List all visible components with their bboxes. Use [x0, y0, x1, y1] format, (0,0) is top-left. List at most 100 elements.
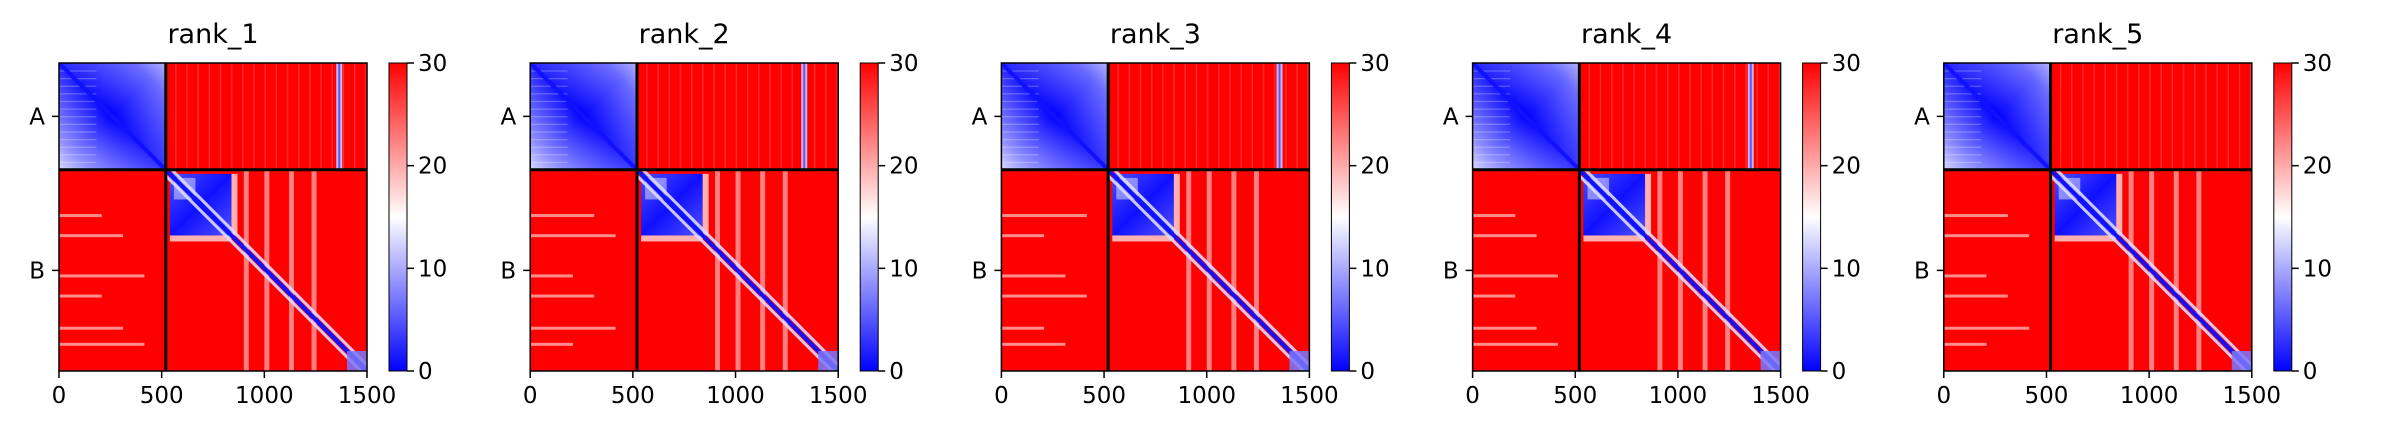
heatmap-streak — [1472, 274, 1559, 278]
heatmap-streak — [530, 214, 595, 218]
panel-title: rank_5 — [2052, 19, 2143, 50]
x-tick-label: 500 — [1082, 383, 1126, 409]
heatmap-domain-edge — [641, 235, 703, 242]
x-tick-label: 0 — [52, 383, 67, 409]
heatmap-streak — [1001, 214, 1087, 218]
heatmap-domain-edge — [231, 173, 238, 236]
panel-title: rank_1 — [167, 19, 258, 50]
heatmap-band-col-core — [338, 63, 341, 170]
x-tick-label: 0 — [1936, 383, 1951, 409]
colorbar-tick-label: 10 — [889, 256, 918, 282]
heatmap-diagonal-halo — [641, 168, 839, 367]
heatmap-diagonal-halo — [1107, 174, 1305, 371]
panel-rank_5: rank_5 0 500 1000 1500 A B 0 10 20 30 — [1914, 19, 2332, 409]
heatmap-diagonal-halo — [1578, 174, 1776, 371]
heatmap-diagonal-halo — [2055, 168, 2252, 367]
heatmap — [1472, 63, 1781, 371]
x-tick-label: 1000 — [235, 383, 294, 409]
x-tick-label: 500 — [2025, 383, 2069, 409]
heatmap-streak — [59, 234, 124, 238]
heatmap-domain-edge — [2054, 235, 2117, 242]
heatmap-streak — [1943, 342, 1987, 346]
heatmap-diagonal-halo — [2049, 174, 2247, 371]
colorbar-tick-label: 30 — [1360, 51, 1389, 77]
heatmap-streak — [1943, 234, 2030, 238]
colorbar-tick-label: 30 — [418, 51, 447, 77]
heatmap-streak — [530, 294, 595, 298]
panel-rank_1: rank_1 0 500 1000 1500 A B 0 10 20 30 — [29, 19, 447, 409]
heatmap — [1001, 63, 1310, 371]
plot-frame — [1000, 62, 1311, 372]
heatmap-domain-edge — [1583, 235, 1646, 242]
heatmap-diagonal-halo — [1113, 168, 1310, 367]
heatmap-band — [1253, 169, 1259, 371]
heatmap-diagonal — [59, 63, 367, 371]
heatmap-streak — [1472, 342, 1559, 346]
x-tick-label: 0 — [994, 383, 1009, 409]
heatmap-domain-edge — [1645, 173, 1652, 236]
panel-title: rank_4 — [1581, 19, 1672, 50]
heatmap-diagonal — [1472, 63, 1781, 371]
heatmap-band — [2128, 169, 2134, 371]
colorbar-tick-label: 0 — [1360, 359, 1375, 385]
heatmap-streak — [1001, 294, 1087, 298]
heatmap-domain-edge — [1173, 173, 1180, 236]
colorbar-tick-label: 30 — [1832, 51, 1861, 77]
heatmap-band — [2173, 169, 2179, 371]
heatmap-band-col-core — [803, 63, 806, 170]
heatmap-streak — [1472, 294, 1516, 298]
panel-title: rank_3 — [1110, 19, 1201, 50]
colorbar-tick-label: 30 — [2303, 51, 2332, 77]
colorbar-tick-label: 20 — [1832, 154, 1861, 180]
y-tick-label: B — [972, 258, 988, 284]
heatmap-band — [715, 169, 720, 371]
heatmap-streak — [1001, 326, 1045, 330]
heatmap-domain-edge — [702, 173, 709, 236]
heatmap-corner-block — [1289, 351, 1310, 371]
heatmap-streak — [530, 234, 616, 238]
heatmap-streak — [1001, 234, 1045, 238]
heatmap-streak — [1001, 274, 1066, 278]
x-tick-label: 1000 — [706, 383, 765, 409]
heatmap-streak — [1943, 326, 2030, 330]
heatmap-streak — [1001, 342, 1066, 346]
heatmap-corner-block — [347, 351, 367, 371]
heatmap-streak — [1472, 234, 1537, 238]
heatmap — [59, 63, 367, 371]
heatmap-streak — [1943, 214, 2008, 218]
x-tick-label: 500 — [1553, 383, 1597, 409]
heatmap-domain-edge — [169, 235, 232, 242]
x-tick-label: 1000 — [2120, 383, 2179, 409]
heatmap-band — [288, 169, 294, 371]
heatmap-band-col-core — [1278, 63, 1281, 170]
panel-title: rank_2 — [639, 19, 730, 50]
heatmap-band — [243, 169, 249, 371]
heatmap-band — [1725, 169, 1731, 371]
colorbar-tick-label: 10 — [2303, 256, 2332, 282]
heatmap-diagonal-halo — [164, 174, 363, 371]
x-tick-label: 1500 — [1751, 383, 1810, 409]
colorbar-tick-label: 20 — [1360, 154, 1389, 180]
plot-frame — [1471, 62, 1782, 372]
heatmap-corner-block — [818, 351, 839, 371]
heatmap-streak — [59, 274, 145, 278]
y-tick-label: A — [1443, 104, 1459, 130]
panel-rank_3: rank_3 0 500 1000 1500 A B 0 10 20 30 — [972, 19, 1390, 409]
colorbar-tick-label: 10 — [1360, 256, 1389, 282]
y-tick-label: A — [29, 104, 45, 130]
colorbar — [388, 62, 408, 372]
plot-frame — [58, 62, 368, 372]
x-tick-label: 0 — [523, 383, 538, 409]
heatmap-streak — [1472, 214, 1516, 218]
y-tick-label: B — [1914, 258, 1930, 284]
heatmap-streak — [1943, 274, 1987, 278]
heatmap-corner-block — [2231, 351, 2252, 371]
heatmap-band — [311, 169, 317, 371]
heatmap-domain-edge — [2116, 173, 2123, 236]
y-tick-label: A — [1914, 104, 1930, 130]
y-tick-label: B — [500, 258, 516, 284]
colorbar-tick-label: 0 — [2303, 359, 2318, 385]
colorbar — [1330, 62, 1350, 372]
colorbar-tick-label: 30 — [889, 51, 918, 77]
